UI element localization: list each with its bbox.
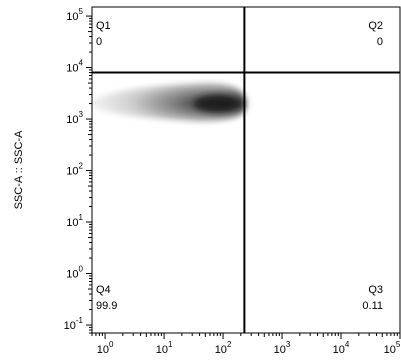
density-layer (92, 82, 247, 122)
y-tick-label: 103 (66, 110, 83, 126)
density-cloud (92, 82, 247, 122)
quadrant-percent: 99.9 (96, 300, 117, 312)
y-tick-label: 102 (66, 162, 83, 178)
quadrant-name: Q2 (368, 20, 383, 32)
x-tick-label: 103 (274, 340, 291, 356)
x-tick-label: 104 (333, 340, 350, 356)
density-peak (194, 94, 241, 113)
y-tick-label: 105 (66, 7, 83, 23)
y-axis: 10-1 100 101 102 103 104 105 (64, 7, 92, 334)
quadrant-name: Q3 (368, 284, 383, 296)
x-tick-label: 105 (384, 340, 401, 356)
quadrant-gates (92, 7, 400, 333)
quadrant-labels: Q1 0 Q2 0 Q3 0.11 Q4 99.9 (96, 20, 383, 312)
y-tick-label: 104 (66, 59, 83, 75)
x-tick-label: 100 (97, 340, 114, 356)
y-tick-label: 100 (66, 265, 83, 281)
y-tick-label: 10-1 (64, 316, 84, 332)
quadrant-name: Q4 (96, 284, 111, 296)
y-axis-label: SSC-A :: SSC-A (13, 130, 25, 210)
quadrant-percent: 0 (96, 36, 102, 48)
plot-frame (91, 6, 401, 334)
quadrant-name: Q1 (96, 20, 111, 32)
x-tick-label: 102 (215, 340, 232, 356)
x-tick-label: 101 (156, 340, 173, 356)
quadrant-percent: 0.11 (362, 300, 383, 312)
quadrant-percent: 0 (377, 36, 383, 48)
y-tick-label: 101 (66, 213, 83, 229)
x-axis: 100 101 102 103 104 105 (91, 333, 401, 356)
